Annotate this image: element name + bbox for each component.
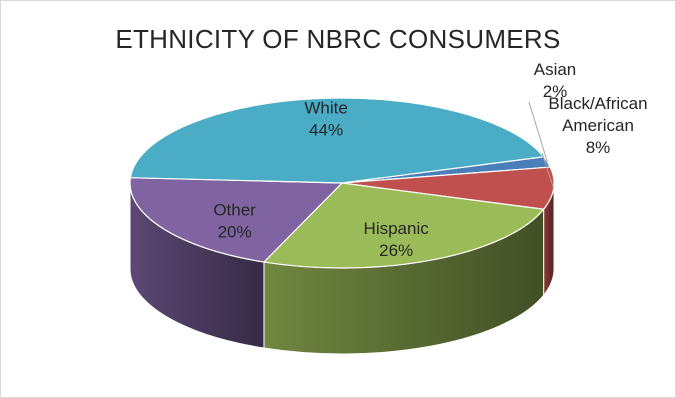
pie-slice-white (129, 97, 545, 184)
data-label-name-white: White (304, 98, 347, 117)
pie-slice-hispanic (262, 182, 545, 269)
data-label-value-white: 44% (309, 120, 343, 139)
chart-title: ETHNICITY OF NBRC CONSUMERS (115, 24, 561, 54)
leader-line-black-african-american (541, 152, 555, 189)
data-label-value-black-african-american: 8% (586, 138, 611, 157)
data-label-value-hispanic: 26% (379, 241, 413, 260)
leader-line-asian (528, 101, 548, 163)
data-label-name-black-african-american: Black/African (548, 94, 647, 113)
data-label-name-black-african-american: American (562, 116, 634, 135)
pie-slice-other (129, 177, 344, 263)
data-label-name-other: Other (213, 200, 256, 219)
data-label-value-asian: 2% (543, 82, 568, 101)
data-label-name-hispanic: Hispanic (364, 219, 430, 238)
data-label-name-asian: Asian (534, 60, 577, 79)
data-label-value-other: 20% (218, 222, 252, 241)
